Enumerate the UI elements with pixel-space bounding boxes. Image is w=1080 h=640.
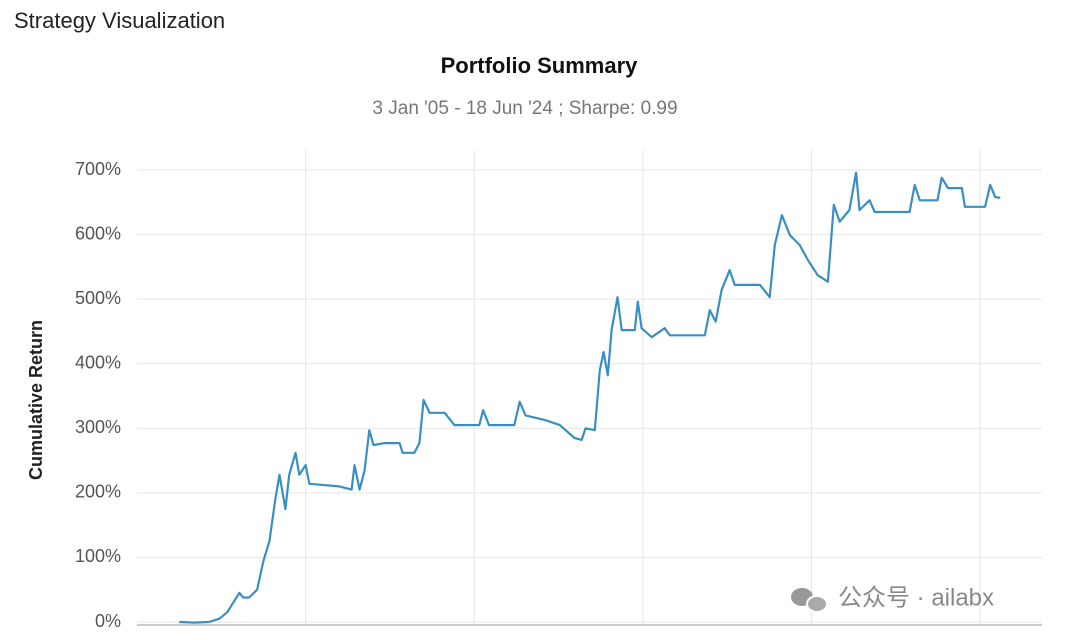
y-tick-label: 200% xyxy=(75,482,121,502)
y-tick-label: 600% xyxy=(75,223,121,243)
y-tick-label: 400% xyxy=(75,352,121,372)
watermark: 公众号 · ailabx xyxy=(838,584,994,611)
y-tick-label: 100% xyxy=(75,546,121,566)
watermark-icon xyxy=(791,588,828,613)
line-series xyxy=(179,171,1001,624)
y-tick-label: 300% xyxy=(75,417,121,437)
chart-title: Portfolio Summary xyxy=(441,53,639,78)
chart-subtitle: 3 Jan '05 - 18 Jun '24 ; Sharpe: 0.99 xyxy=(372,98,677,119)
y-tick-label: 500% xyxy=(75,288,121,308)
y-axis-label: Cumulative Return xyxy=(26,320,46,480)
y-tick-label: 700% xyxy=(75,159,121,179)
y-tick-label: 0% xyxy=(95,611,121,631)
page-title: Strategy Visualization xyxy=(14,8,225,33)
